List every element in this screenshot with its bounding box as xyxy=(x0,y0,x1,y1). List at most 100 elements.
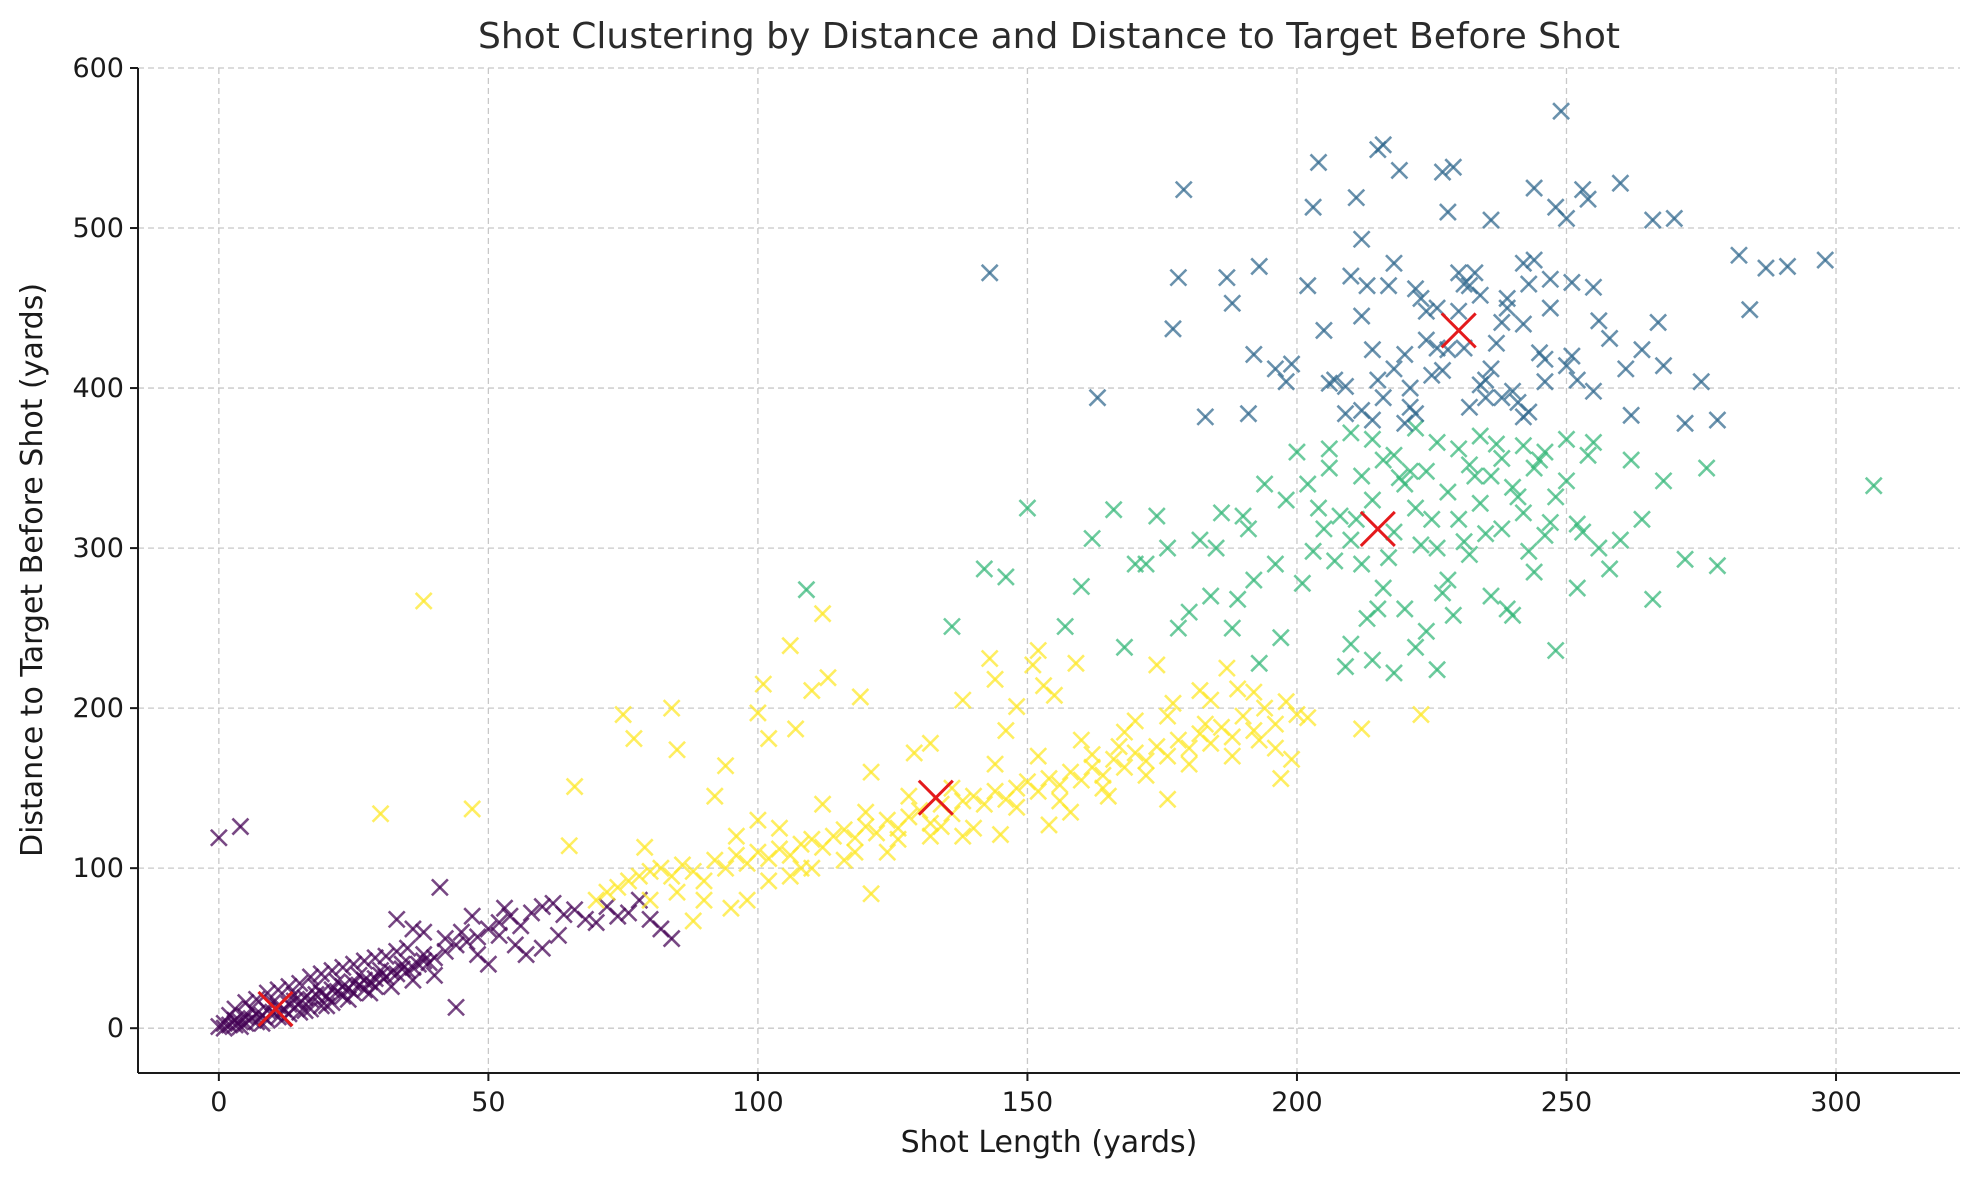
data-point xyxy=(1126,712,1145,730)
data-point xyxy=(813,795,832,814)
data-point xyxy=(943,617,961,636)
data-point xyxy=(231,1017,250,1036)
data-point xyxy=(1385,359,1403,378)
x-tick-label: 150 xyxy=(1002,1087,1054,1118)
data-point xyxy=(1697,459,1716,477)
data-point xyxy=(1212,503,1231,522)
data-point xyxy=(695,872,713,890)
data-point xyxy=(1228,590,1247,609)
data-point xyxy=(1072,731,1091,750)
data-point xyxy=(1207,539,1226,558)
data-point xyxy=(619,904,638,922)
data-point xyxy=(754,675,773,694)
data-point xyxy=(651,859,670,878)
data-point xyxy=(1104,500,1123,519)
data-point xyxy=(1379,548,1398,567)
data-point xyxy=(856,803,875,822)
data-point xyxy=(1045,686,1064,705)
data-point xyxy=(468,928,487,946)
data-point xyxy=(1395,599,1414,618)
data-point xyxy=(1643,211,1662,229)
data-point xyxy=(1536,443,1554,461)
data-point xyxy=(1465,467,1484,486)
data-point xyxy=(1180,603,1199,622)
data-point xyxy=(716,859,735,878)
data-point xyxy=(1293,574,1312,593)
data-point xyxy=(614,705,633,724)
cluster-centroids xyxy=(257,312,1477,1028)
data-point xyxy=(1352,555,1371,574)
data-point xyxy=(403,958,422,977)
y-tick-label: 400 xyxy=(72,373,124,404)
data-point xyxy=(1525,251,1544,269)
data-point xyxy=(317,996,336,1015)
data-point xyxy=(996,721,1015,740)
data-point xyxy=(1336,377,1355,396)
data-point xyxy=(662,699,681,718)
data-point xyxy=(722,899,740,918)
data-point xyxy=(964,819,983,838)
data-point xyxy=(306,977,325,996)
data-point xyxy=(1147,655,1166,674)
data-point xyxy=(1584,278,1603,297)
data-point xyxy=(1449,439,1468,458)
data-point xyxy=(231,817,250,836)
data-point xyxy=(1433,583,1452,602)
data-point xyxy=(921,814,940,833)
data-point xyxy=(1412,289,1430,308)
data-point xyxy=(1007,798,1026,817)
data-point xyxy=(1471,494,1490,513)
data-point xyxy=(1589,311,1608,330)
data-point xyxy=(846,843,864,862)
data-point xyxy=(1217,268,1236,287)
data-point xyxy=(1158,747,1177,766)
data-point xyxy=(641,891,660,910)
data-point xyxy=(290,974,309,993)
data-point xyxy=(1201,734,1220,753)
data-point xyxy=(587,891,606,910)
data-point xyxy=(1352,230,1371,249)
data-point xyxy=(668,740,686,759)
data-point xyxy=(625,729,643,748)
data-point xyxy=(899,808,918,826)
y-axis-label: Distance to Target Before Shot (yards) xyxy=(15,283,50,857)
data-point xyxy=(986,782,1005,801)
data-point xyxy=(1438,483,1457,502)
data-point xyxy=(1509,487,1527,506)
data-point xyxy=(748,704,767,722)
data-point xyxy=(1536,372,1554,391)
data-point xyxy=(1449,510,1468,529)
data-point xyxy=(889,830,907,849)
data-point xyxy=(1363,340,1382,359)
data-point xyxy=(1088,388,1107,407)
data-point xyxy=(1498,299,1517,317)
data-point xyxy=(1352,720,1371,738)
data-point xyxy=(1061,803,1080,822)
data-point xyxy=(770,819,789,838)
data-point xyxy=(1250,654,1269,673)
data-point xyxy=(533,939,552,958)
data-point xyxy=(387,910,406,929)
data-point xyxy=(1191,681,1209,700)
data-point xyxy=(1676,550,1695,569)
data-point xyxy=(905,744,924,762)
data-point xyxy=(1428,539,1447,558)
data-point xyxy=(1514,315,1533,333)
data-point xyxy=(1228,680,1247,698)
data-point xyxy=(1730,246,1748,265)
data-point xyxy=(1164,694,1182,713)
data-point xyxy=(1417,302,1436,321)
data-point xyxy=(1449,263,1468,282)
data-point xyxy=(1169,731,1188,750)
data-point xyxy=(350,966,368,985)
data-point xyxy=(1385,664,1403,682)
data-point xyxy=(641,862,660,881)
data-point xyxy=(290,1003,309,1022)
data-point xyxy=(835,851,854,870)
data-point xyxy=(953,691,972,710)
data-point xyxy=(587,913,606,932)
data-point xyxy=(1325,371,1344,389)
data-point xyxy=(1460,455,1479,474)
data-point xyxy=(1600,559,1619,578)
data-point xyxy=(786,720,805,738)
